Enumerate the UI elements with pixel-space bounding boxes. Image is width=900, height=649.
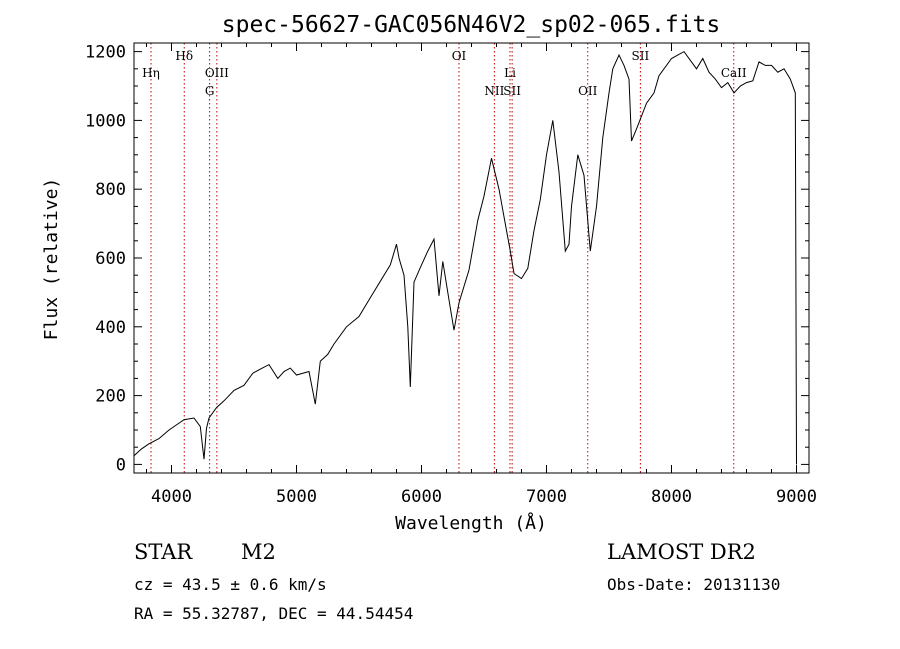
chart-title: spec-56627-GAC056N46V2_sp02-065.fits [222, 12, 721, 38]
y-tick-label: 600 [95, 249, 126, 269]
spectral-line-label: Hη [142, 66, 160, 80]
x-tick-label: 9000 [776, 487, 817, 507]
spectral-line-label: OIII [205, 66, 229, 80]
spectral-line-label: SII [503, 84, 521, 98]
spectral-line-label: OII [578, 84, 598, 98]
y-tick-label: 0 [116, 455, 126, 475]
y-tick-label: 1000 [85, 111, 126, 131]
object-type: STAR [134, 540, 193, 564]
y-axis-label: Flux (relative) [41, 178, 62, 341]
y-tick-label: 200 [95, 387, 126, 407]
obs-date: Obs-Date: 20131130 [607, 575, 781, 594]
coordinates-text: RA = 55.32787, DEC = 44.54454 [134, 604, 414, 623]
survey-name: LAMOST DR2 [607, 540, 756, 564]
spectral-line-label: CaII [721, 66, 747, 80]
spectrum-line [133, 50, 797, 465]
redshift-text: cz = 43.5 ± 0.6 km/s [134, 575, 327, 594]
y-tick-label: 1200 [85, 43, 126, 63]
x-tick-label: 7000 [526, 487, 567, 507]
y-tick-label: 800 [95, 180, 126, 200]
x-tick-label: 4000 [151, 487, 192, 507]
spectral-line-label: NII [484, 84, 504, 98]
spectral-line-label: G [205, 84, 215, 98]
x-axis-ticks: 4000 5000 6000 7000 8000 9000 [146, 43, 817, 507]
y-tick-label: 400 [95, 318, 126, 338]
y-axis-ticks: 0 200 400 600 800 1000 1200 [85, 43, 809, 475]
x-tick-label: 5000 [276, 487, 317, 507]
x-tick-label: 6000 [401, 487, 442, 507]
spectral-line-label: Hδ [175, 49, 193, 63]
x-tick-label: 8000 [651, 487, 692, 507]
x-axis-label: Wavelength (Å) [395, 512, 547, 534]
spectral-line-label: Li [504, 66, 516, 80]
spectral-line-label: SII [632, 49, 650, 63]
plot-frame [133, 42, 810, 474]
object-subclass: M2 [241, 540, 276, 564]
spectral-line-label: OI [452, 49, 467, 63]
